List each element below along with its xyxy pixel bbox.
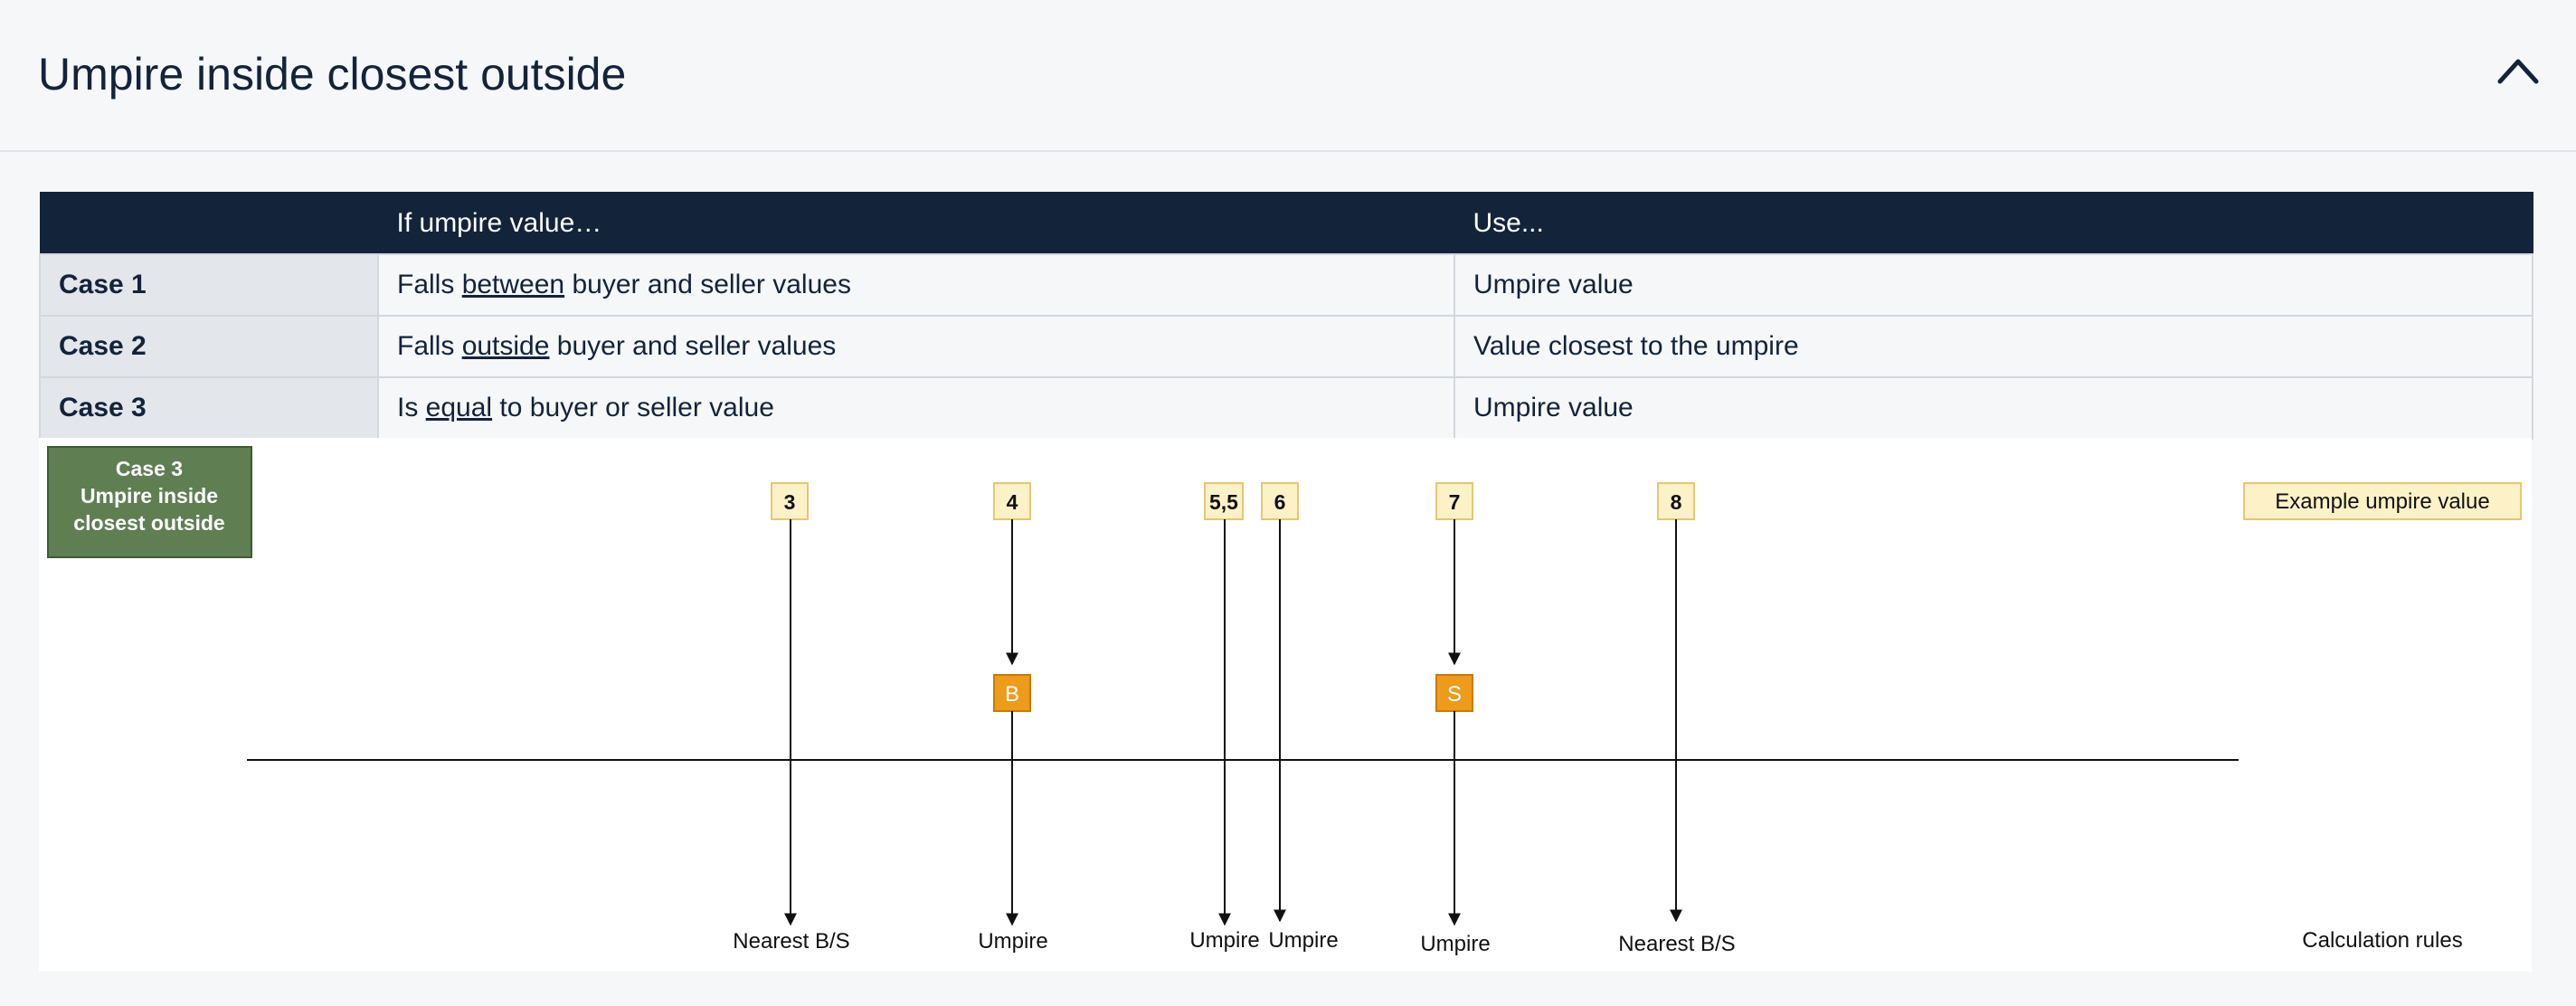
- marker-label: B: [1005, 682, 1019, 707]
- table-row: Case 2 Falls outside buyer and seller va…: [39, 315, 2533, 378]
- case-label: Case 1: [39, 253, 379, 317]
- case-box-line: Umpire inside: [80, 484, 218, 508]
- legend-example-value: Example umpire value: [2243, 482, 2522, 520]
- table-row: Case 1 Falls between buyer and seller va…: [39, 253, 2533, 317]
- case-box-line: Case 3: [116, 457, 183, 480]
- case-label: Case 2: [39, 315, 379, 378]
- rules-table: If umpire value… Use... Case 1 Falls bet…: [39, 192, 2533, 440]
- value-label: 6: [1274, 490, 1286, 514]
- value-label: 8: [1671, 490, 1682, 514]
- result-label: Umpire: [1268, 928, 1338, 953]
- table-row: Case 3 Is equal to buyer or seller value…: [39, 376, 2533, 440]
- calculation-rules-label: Calculation rules: [2302, 928, 2462, 953]
- diagram-canvas: Case 3 Umpire inside closest outside 3 N…: [47, 446, 2522, 956]
- section-header: Umpire inside closest outside: [0, 0, 2576, 152]
- result-label: Umpire: [1420, 932, 1490, 956]
- umpire-example-8: 8 Nearest B/S: [1618, 482, 1736, 956]
- condition-cell: Falls between buyer and seller values: [377, 253, 1455, 317]
- value-box: [1204, 482, 1244, 520]
- table-header-row: If umpire value… Use...: [39, 192, 2533, 255]
- result-label: Nearest B/S: [1618, 932, 1735, 956]
- umpire-example-3: 3 Nearest B/S: [733, 482, 850, 954]
- value-label: 3: [784, 490, 796, 514]
- legend-label: Example umpire value: [2275, 489, 2489, 514]
- value-box: [771, 482, 809, 520]
- calculation-diagram: Case 3 Umpire inside closest outside 3 N…: [39, 438, 2532, 972]
- section-title: Umpire inside closest outside: [38, 49, 627, 100]
- value-label: 7: [1449, 490, 1461, 514]
- value-label: 4: [1007, 490, 1018, 514]
- case-box: Case 3 Umpire inside closest outside: [47, 446, 252, 558]
- value-label: 5,5: [1209, 490, 1238, 514]
- seller-marker: [1435, 674, 1473, 712]
- column-header: [39, 192, 379, 255]
- condition-cell: Falls outside buyer and seller values: [377, 315, 1455, 378]
- umpire-example-4: 4 B Umpire: [978, 482, 1048, 954]
- condition-keyword: between: [461, 270, 565, 299]
- result-label: Umpire: [1189, 928, 1259, 953]
- value-box: [993, 482, 1031, 520]
- use-cell: Value closest to the umpire: [1454, 315, 2533, 378]
- result-label: Umpire: [978, 929, 1047, 954]
- case-box-line: closest outside: [73, 511, 224, 535]
- condition-cell: Is equal to buyer or seller value: [377, 376, 1455, 440]
- legend-swatch: [2243, 482, 2522, 520]
- value-box: [1435, 482, 1473, 520]
- umpire-example-7: 7 S Umpire: [1420, 482, 1491, 956]
- column-header: If umpire value…: [377, 192, 1455, 255]
- marker-label: S: [1447, 682, 1462, 707]
- chevron-up-icon: [2497, 59, 2539, 84]
- use-cell: Umpire value: [1454, 253, 2533, 317]
- column-header: Use...: [1454, 192, 2533, 255]
- condition-keyword: equal: [425, 393, 493, 422]
- collapse-button[interactable]: [2489, 45, 2547, 103]
- value-box: [1261, 482, 1299, 520]
- result-label: Nearest B/S: [733, 929, 849, 954]
- condition-keyword: outside: [461, 331, 550, 361]
- umpire-example-6: 6 Umpire: [1261, 482, 1339, 953]
- umpire-example-5-5: 5,5 Umpire: [1189, 482, 1260, 953]
- use-cell: Umpire value: [1454, 376, 2533, 440]
- case-label: Case 3: [39, 376, 379, 440]
